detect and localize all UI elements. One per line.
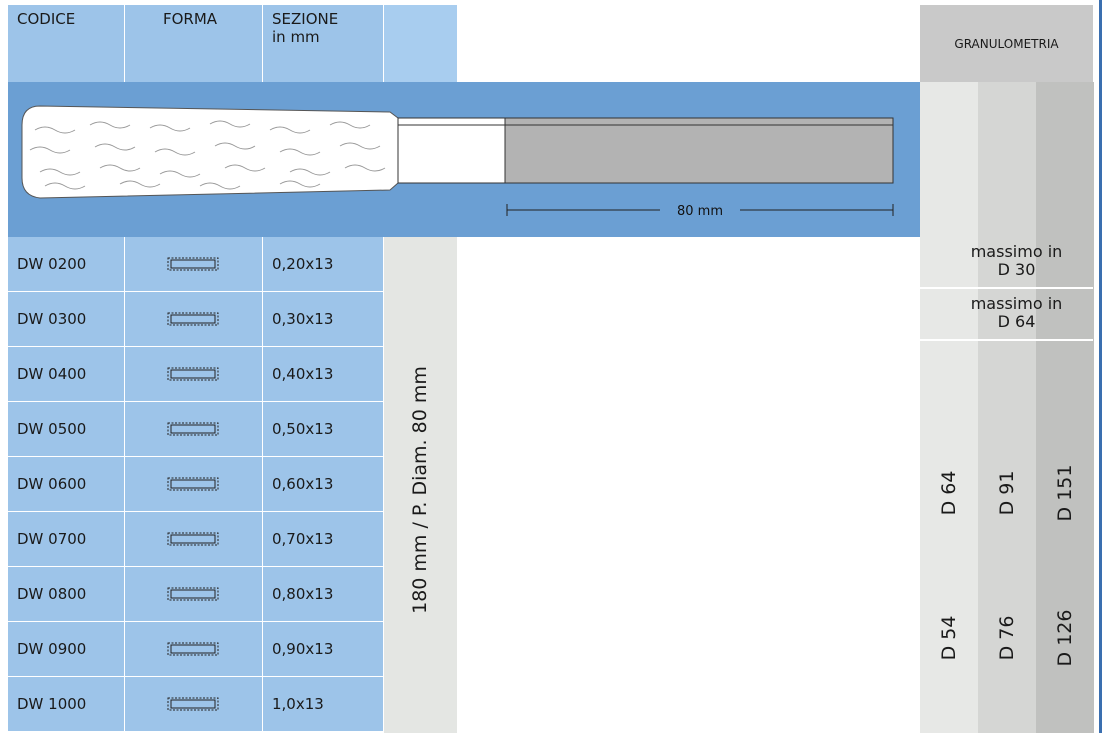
header-codice: CODICE: [8, 5, 125, 82]
grit-column: [1036, 82, 1094, 733]
text: massimo in: [970, 294, 1063, 313]
grit-label: D 126: [1054, 609, 1076, 667]
shape-icon: [167, 532, 219, 546]
text: DW 1000: [17, 695, 87, 713]
code-cell: DW 0700: [8, 512, 125, 567]
shape-icon: [167, 587, 219, 601]
header-sezione: SEZIONE in mm: [263, 5, 384, 82]
handle: [21, 105, 399, 199]
text: GRANULOMETRIA: [954, 36, 1059, 51]
text: 0,20x13: [272, 255, 334, 273]
section-cell: 0,20x13: [263, 237, 384, 292]
shape-cell: [125, 457, 263, 512]
text: DW 0500: [17, 420, 87, 438]
code-cell: DW 0400: [8, 347, 125, 402]
maximum-cell: massimo in D 64: [920, 289, 1093, 341]
code-cell: DW 0800: [8, 567, 125, 622]
shape-icon: [167, 642, 219, 656]
section-cell: 0,90x13: [263, 622, 384, 677]
text: 0,40x13: [272, 365, 334, 383]
section-cell: 0,30x13: [263, 292, 384, 347]
text: SEZIONE: [272, 10, 339, 28]
text: DW 0300: [17, 310, 87, 328]
shape-icon: [167, 257, 219, 271]
grit-label: D 76: [996, 615, 1018, 661]
text: CODICE: [17, 10, 76, 28]
grit-label: D 54: [938, 615, 960, 661]
grit-label: D 64: [938, 470, 960, 516]
code-cell: DW 0900: [8, 622, 125, 677]
header-forma: FORMA: [125, 5, 263, 82]
text: 0,50x13: [272, 420, 334, 438]
text: DW 0200: [17, 255, 87, 273]
text: D 30: [997, 260, 1036, 279]
blade: [504, 117, 894, 184]
shape-icon: [167, 477, 219, 491]
text: DW 0600: [17, 475, 87, 493]
shape-icon: [167, 422, 219, 436]
note-column: 180 mm / P. Diam. 80 mm: [384, 237, 457, 733]
section-cell: 0,80x13: [263, 567, 384, 622]
shape-cell: [125, 677, 263, 732]
text: DW 0900: [17, 640, 87, 658]
text: D 64: [997, 312, 1036, 331]
text: DW 0800: [17, 585, 87, 603]
section-cell: 0,60x13: [263, 457, 384, 512]
text: DW 0700: [17, 530, 87, 548]
section-cell: 0,70x13: [263, 512, 384, 567]
shape-icon: [167, 312, 219, 326]
code-cell: DW 1000: [8, 677, 125, 732]
shape-icon: [167, 697, 219, 711]
code-cell: DW 0200: [8, 237, 125, 292]
text: massimo in: [970, 242, 1063, 261]
text: FORMA: [163, 10, 218, 28]
shape-cell: [125, 512, 263, 567]
dimension-label: 80 mm: [677, 204, 723, 219]
dimension-line: [506, 204, 894, 216]
text: 1,0x13: [272, 695, 324, 713]
text: DW 0400: [17, 365, 87, 383]
text: in mm: [272, 28, 320, 46]
header-granulometria: GRANULOMETRIA: [920, 5, 1093, 82]
ferrule: [397, 117, 506, 184]
text: 0,70x13: [272, 530, 334, 548]
text: 0,90x13: [272, 640, 334, 658]
shape-cell: [125, 402, 263, 457]
grit-label: D 151: [1054, 464, 1076, 522]
grit-column: [920, 82, 978, 733]
grit-label: D 91: [996, 470, 1018, 516]
shape-cell: [125, 567, 263, 622]
shape-cell: [125, 292, 263, 347]
right-border: [1099, 0, 1102, 733]
section-cell: 0,50x13: [263, 402, 384, 457]
maximum-cell: massimo in D 30: [920, 237, 1093, 289]
grit-column: [978, 82, 1036, 733]
shape-cell: [125, 237, 263, 292]
code-cell: DW 0600: [8, 457, 125, 512]
shape-cell: [125, 622, 263, 677]
header-blank: [384, 5, 457, 82]
shape-cell: [125, 347, 263, 402]
code-cell: DW 0300: [8, 292, 125, 347]
code-cell: DW 0500: [8, 402, 125, 457]
text: 0,80x13: [272, 585, 334, 603]
text: 0,30x13: [272, 310, 334, 328]
section-cell: 1,0x13: [263, 677, 384, 732]
handle-texture: [29, 120, 386, 190]
section-cell: 0,40x13: [263, 347, 384, 402]
shape-icon: [167, 367, 219, 381]
text: 0,60x13: [272, 475, 334, 493]
